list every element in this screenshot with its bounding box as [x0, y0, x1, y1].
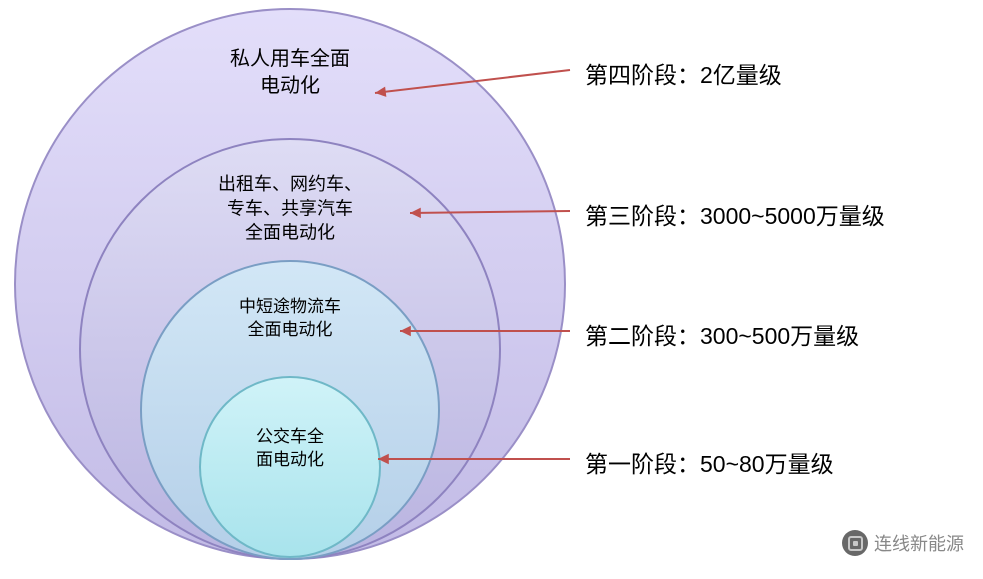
circle-label-c1-l0: 公交车全 [256, 427, 324, 446]
circle-label-c4-l0: 私人用车全面 [230, 47, 350, 70]
wechat-icon [842, 530, 868, 556]
watermark-text: 连线新能源 [874, 530, 964, 556]
circle-label-c3-l0: 出租车、网约车、 [218, 174, 362, 194]
circle-label-c2-l0: 中短途物流车 [239, 297, 341, 316]
circle-label-c4-l1: 电动化 [260, 74, 320, 97]
diagram-svg: 私人用车全面电动化出租车、网约车、专车、共享汽车全面电动化中短途物流车全面电动化… [0, 0, 983, 574]
circle-label-c2-l1: 全面电动化 [248, 320, 333, 339]
annotation-t4: 第四阶段：2亿量级 [585, 56, 782, 90]
annotation-t3: 第三阶段：3000~5000万量级 [585, 197, 885, 231]
annotation-t2: 第二阶段：300~500万量级 [585, 317, 859, 351]
watermark: 连线新能源 [842, 530, 964, 556]
annotation-t1: 第一阶段：50~80万量级 [585, 445, 834, 479]
circle-label-c1-l1: 面电动化 [256, 450, 324, 469]
circle-label-c3-l2: 全面电动化 [245, 223, 335, 243]
circle-label-c3-l1: 专车、共享汽车 [227, 198, 353, 218]
